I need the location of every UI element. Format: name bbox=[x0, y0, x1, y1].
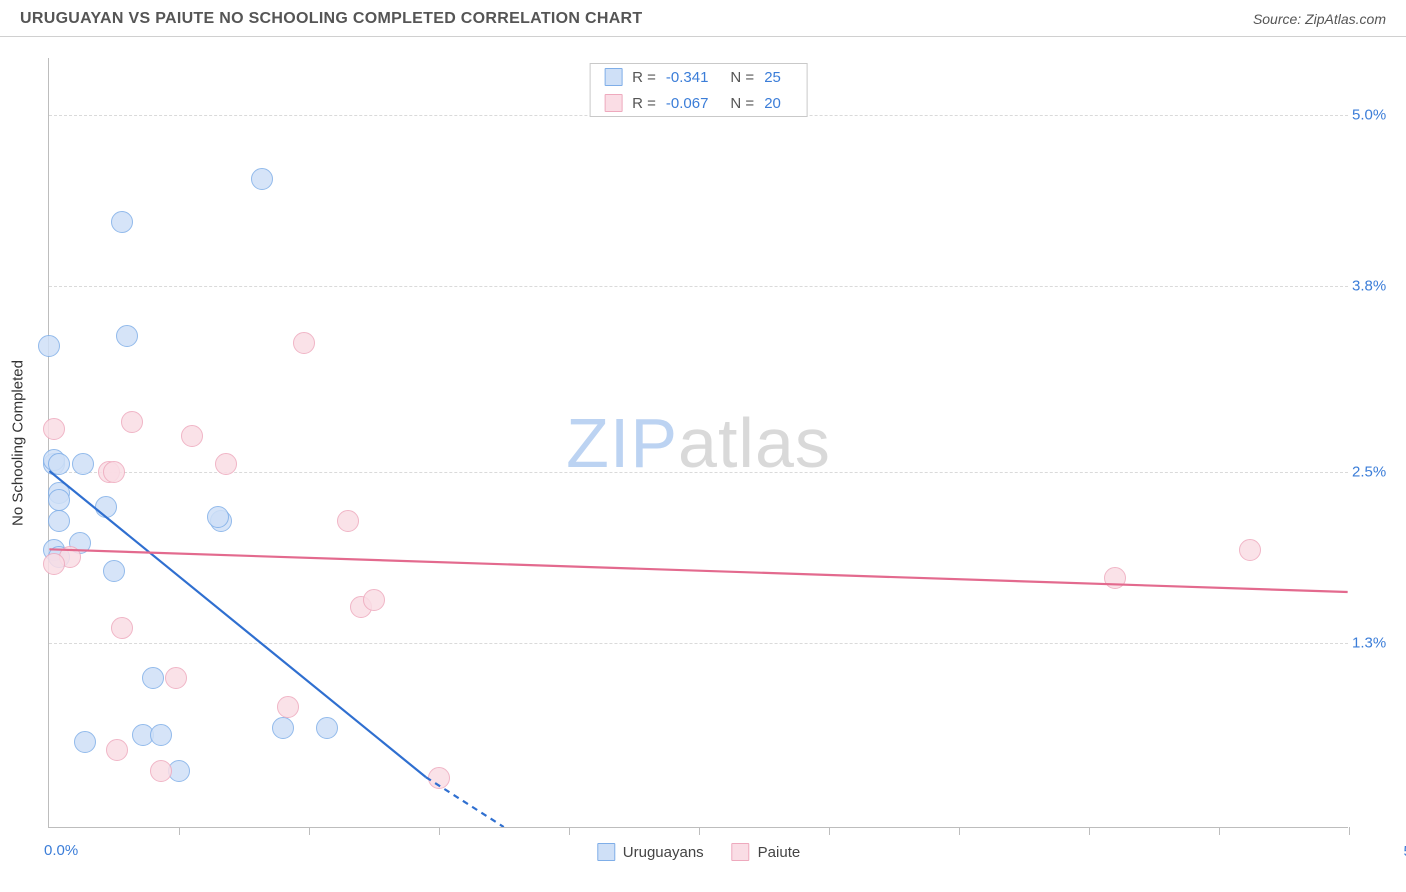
y-tick-label: 1.3% bbox=[1352, 634, 1400, 651]
x-tick bbox=[439, 827, 440, 835]
gridline bbox=[49, 286, 1348, 287]
y-axis-label: No Schooling Completed bbox=[10, 360, 27, 526]
data-point bbox=[106, 739, 128, 761]
chart-title: URUGUAYAN VS PAIUTE NO SCHOOLING COMPLET… bbox=[20, 10, 642, 28]
x-tick bbox=[179, 827, 180, 835]
data-point bbox=[111, 211, 133, 233]
data-point bbox=[428, 767, 450, 789]
data-point bbox=[277, 696, 299, 718]
data-point bbox=[48, 510, 70, 532]
legend-row-uruguayans: R = -0.341 N = 25 bbox=[590, 64, 807, 90]
chart-header: URUGUAYAN VS PAIUTE NO SCHOOLING COMPLET… bbox=[0, 0, 1406, 37]
data-point bbox=[215, 453, 237, 475]
chart-source: Source: ZipAtlas.com bbox=[1253, 11, 1386, 27]
n-value: 25 bbox=[764, 69, 781, 86]
series-legend: Uruguayans Paiute bbox=[597, 843, 800, 861]
watermark-zip: ZIP bbox=[566, 404, 678, 482]
data-point bbox=[95, 496, 117, 518]
data-point bbox=[165, 667, 187, 689]
gridline bbox=[49, 643, 1348, 644]
x-tick bbox=[1089, 827, 1090, 835]
data-point bbox=[363, 589, 385, 611]
correlation-legend: R = -0.341 N = 25 R = -0.067 N = 20 bbox=[589, 63, 808, 117]
watermark-atlas: atlas bbox=[678, 404, 831, 482]
data-point bbox=[103, 560, 125, 582]
n-label: N = bbox=[730, 95, 754, 112]
n-label: N = bbox=[730, 69, 754, 86]
y-tick-label: 3.8% bbox=[1352, 278, 1400, 295]
data-point bbox=[150, 724, 172, 746]
swatch-uruguayans bbox=[604, 68, 622, 86]
data-point bbox=[316, 717, 338, 739]
x-tick bbox=[699, 827, 700, 835]
data-point bbox=[121, 411, 143, 433]
data-point bbox=[48, 453, 70, 475]
data-point bbox=[38, 335, 60, 357]
legend-item-paiute: Paiute bbox=[732, 843, 801, 861]
data-point bbox=[150, 760, 172, 782]
data-point bbox=[293, 332, 315, 354]
chart-area: No Schooling Completed ZIPatlas R = -0.3… bbox=[48, 58, 1388, 828]
data-point bbox=[181, 425, 203, 447]
r-label: R = bbox=[632, 69, 656, 86]
data-point bbox=[111, 617, 133, 639]
data-point bbox=[74, 731, 96, 753]
data-point bbox=[251, 168, 273, 190]
data-point bbox=[43, 553, 65, 575]
x-tick bbox=[569, 827, 570, 835]
gridline bbox=[49, 472, 1348, 473]
x-tick bbox=[959, 827, 960, 835]
x-tick bbox=[1219, 827, 1220, 835]
x-axis-min-label: 0.0% bbox=[44, 842, 78, 859]
n-value: 20 bbox=[764, 95, 781, 112]
data-point bbox=[337, 510, 359, 532]
data-point bbox=[1104, 567, 1126, 589]
swatch-paiute bbox=[732, 843, 750, 861]
legend-label: Paiute bbox=[758, 844, 801, 861]
data-point bbox=[72, 453, 94, 475]
x-tick bbox=[309, 827, 310, 835]
data-point bbox=[48, 489, 70, 511]
r-value: -0.341 bbox=[666, 69, 709, 86]
watermark: ZIPatlas bbox=[566, 403, 831, 483]
y-tick-label: 2.5% bbox=[1352, 463, 1400, 480]
data-point bbox=[43, 418, 65, 440]
scatter-plot: ZIPatlas R = -0.341 N = 25 R = -0.067 N … bbox=[48, 58, 1348, 828]
data-point bbox=[116, 325, 138, 347]
regression-lines bbox=[49, 58, 1348, 827]
data-point bbox=[103, 461, 125, 483]
data-point bbox=[142, 667, 164, 689]
legend-item-uruguayans: Uruguayans bbox=[597, 843, 704, 861]
r-value: -0.067 bbox=[666, 95, 709, 112]
legend-row-paiute: R = -0.067 N = 20 bbox=[590, 90, 807, 116]
x-tick bbox=[829, 827, 830, 835]
x-tick bbox=[1349, 827, 1350, 835]
data-point bbox=[272, 717, 294, 739]
data-point bbox=[1239, 539, 1261, 561]
y-tick-label: 5.0% bbox=[1352, 107, 1400, 124]
swatch-uruguayans bbox=[597, 843, 615, 861]
data-point bbox=[207, 506, 229, 528]
swatch-paiute bbox=[604, 94, 622, 112]
legend-label: Uruguayans bbox=[623, 844, 704, 861]
r-label: R = bbox=[632, 95, 656, 112]
